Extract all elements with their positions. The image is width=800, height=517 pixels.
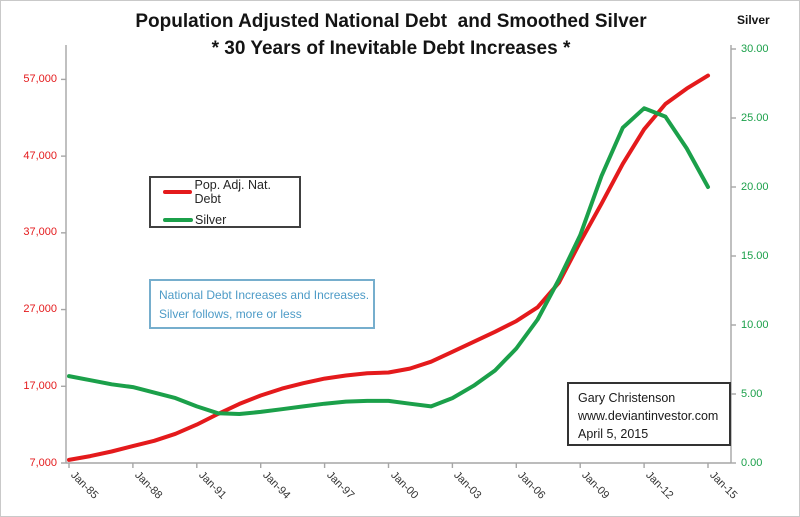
right-axis-tick-label: 5.00 bbox=[741, 387, 763, 400]
credit-box: Gary Christenson www.deviantinvestor.com… bbox=[567, 382, 731, 446]
legend-item-label: Pop. Adj. Nat. Debt bbox=[194, 177, 271, 206]
legend-line-swatch bbox=[163, 217, 193, 222]
chart-title-line1: Population Adjusted National Debt and Sm… bbox=[135, 11, 647, 32]
left-axis-tick-label: 17,000 bbox=[23, 379, 57, 392]
right-axis-tick-label: 30.00 bbox=[741, 42, 769, 55]
left-axis-tick-label: 37,000 bbox=[23, 226, 57, 239]
credit-name: Gary Christenson bbox=[578, 391, 676, 405]
right-axis-tick-label: 0.00 bbox=[741, 456, 763, 469]
annotation-line2: Silver follows, more or less bbox=[159, 306, 302, 321]
annotation-line1: National Debt Increases and Increases. bbox=[159, 288, 370, 302]
series-line-pop-adj-nat-debt bbox=[67, 73, 710, 462]
right-axis-tick-label: 10.00 bbox=[741, 318, 769, 331]
left-axis-tick-label: 57,000 bbox=[23, 72, 57, 85]
credit-website: www.deviantinvestor.com bbox=[578, 409, 719, 424]
legend-item: Silver bbox=[163, 213, 299, 227]
credit-date: April 5, 2015 bbox=[578, 427, 649, 442]
legend: Pop. Adj. Nat. Debt Silver bbox=[149, 176, 301, 228]
legend-item: Pop. Adj. Nat. Debt bbox=[163, 178, 299, 206]
left-axis-tick-label: 47,000 bbox=[23, 149, 57, 162]
legend-item-label: Silver bbox=[195, 212, 227, 227]
series-line-silver bbox=[67, 106, 710, 416]
right-axis-tick-label: 15.00 bbox=[741, 249, 769, 262]
right-axis-tick-label: 20.00 bbox=[741, 180, 769, 193]
left-axis-tick-label: 7,000 bbox=[29, 456, 57, 469]
right-axis-tick-label: 25.00 bbox=[741, 111, 769, 124]
legend-line-swatch bbox=[163, 189, 193, 194]
annotation-box: National Debt Increases and Increases. S… bbox=[149, 279, 375, 329]
right-axis-title: Silver bbox=[737, 13, 770, 27]
left-axis-tick-label: 27,000 bbox=[23, 303, 57, 316]
chart-title-line2: * 30 Years of Inevitable Debt Increases … bbox=[211, 38, 571, 59]
